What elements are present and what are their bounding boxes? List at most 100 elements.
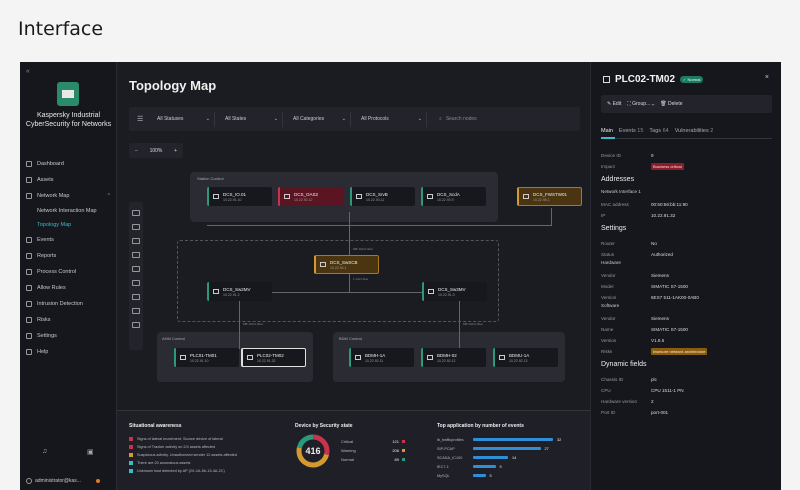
field-key: Status: [601, 252, 615, 257]
sidebar-item-assets[interactable]: Assets: [26, 172, 114, 188]
app-name: SIP-PCAP: [437, 446, 455, 451]
protocol-filter[interactable]: All Protocols ⌄: [357, 111, 427, 127]
category-filter[interactable]: All Categories ⌄: [289, 111, 351, 127]
field-value: SIMATIC S7-1500: [651, 327, 688, 332]
app-row[interactable]: SCADA_IC100 14: [437, 453, 577, 462]
fit-icon[interactable]: [132, 294, 140, 300]
situational-item[interactable]: Suspicious activity. Unauthorized sender…: [129, 451, 237, 459]
sidebar-item-events[interactable]: Events: [26, 232, 114, 248]
sidebar-nav: Dashboard Assets Network Map ^ Network In…: [26, 156, 114, 360]
situational-item[interactable]: Unknown host detected by AP (2X-1A-5b-13…: [129, 467, 237, 475]
grid-icon[interactable]: [132, 308, 140, 314]
status-filter[interactable]: All Statuses ⌄: [153, 111, 215, 127]
node-bdmu-1a[interactable]: BDMU-1A 10.22.92.13: [493, 348, 558, 367]
node-plc02-tm02[interactable]: PLC02-TM02 10.22.91.32: [241, 348, 306, 367]
node-ip: 10.22.91.32: [257, 358, 276, 363]
node-dcs-scda[interactable]: DCS_ScdA 10.22.93.9: [421, 187, 486, 206]
collapse-icon[interactable]: [132, 252, 140, 258]
risks-icon: [26, 317, 32, 323]
node-dcs-io01[interactable]: DCS_IO.01 10.22.91.10: [207, 187, 272, 206]
legend-value: 89: [394, 457, 399, 462]
process-control-icon: [26, 269, 32, 275]
legend-normal[interactable]: Normal 89: [341, 455, 405, 464]
user-menu[interactable]: administrator@kas...: [26, 478, 100, 484]
sidebar-item-intrusion-detection[interactable]: Intrusion Detection: [26, 296, 114, 312]
node-dcs-swscb[interactable]: DCS_SwSCB 10.22.94.1: [314, 255, 379, 274]
delete-label: Delete: [668, 101, 683, 107]
node-bdmh-02[interactable]: BDMH-02 10.22.92.12: [421, 348, 486, 367]
sidebar-item-settings[interactable]: Settings: [26, 328, 114, 344]
critical-icon: [129, 445, 133, 449]
critical-icon: [129, 437, 133, 441]
risk-tag[interactable]: Insecure network architecture: [651, 348, 708, 355]
situational-item[interactable]: Signs of Tracker activity on 2/4 assets …: [129, 443, 237, 451]
page-title: Interface: [18, 18, 104, 40]
filter-icon[interactable]: ☰: [137, 116, 144, 123]
sidebar-item-topology-map[interactable]: Topology Map: [26, 218, 114, 232]
node-dcs-sw2mv[interactable]: DCS_Sw2MV 10.22.91.2: [207, 282, 272, 301]
tab-vulnerabilities[interactable]: Vulnerabilities 2: [675, 128, 714, 134]
app-row[interactable]: ib_trafficprofiles 32: [437, 435, 577, 444]
node-dcs-srvb[interactable]: DCS_SrvB 10.22.93.11: [350, 187, 415, 206]
node-ip: 10.22.91.10: [223, 197, 242, 202]
app-row[interactable]: IEC7-1 9: [437, 462, 577, 471]
sidebar-item-risks[interactable]: Risks: [26, 312, 114, 328]
app-name: MySQL: [437, 473, 450, 478]
node-name: BDMH-1A: [365, 352, 386, 358]
bell-icon[interactable]: ♫: [42, 448, 48, 455]
node-dcs-sw3mv[interactable]: DCS_Sw3MV 10.22.91.3: [422, 282, 487, 301]
delete-button[interactable]: 🗑 Delete: [660, 101, 683, 107]
node-bdmh-1a[interactable]: BDMH-1A 10.22.92.11: [349, 348, 414, 367]
brand-name: Kaspersky Industrial CyberSecurity for N…: [25, 112, 112, 128]
zoom-in-button[interactable]: +: [174, 147, 178, 154]
group-icon[interactable]: [132, 322, 140, 328]
tab-main[interactable]: Main: [601, 128, 613, 134]
zoom-out-button[interactable]: −: [134, 147, 138, 154]
sidebar-item-allow-rules[interactable]: Allow Rules: [26, 280, 114, 296]
node-plc01-tm01[interactable]: PLC01-TM01 10.22.91.10: [174, 348, 239, 367]
sidebar-item-process-control[interactable]: Process Control: [26, 264, 114, 280]
security-total: 416: [305, 446, 321, 456]
sidebar-item-reports[interactable]: Reports: [26, 248, 114, 264]
sidebar-item-dashboard[interactable]: Dashboard: [26, 156, 114, 172]
monitor-icon[interactable]: ▣: [87, 449, 94, 456]
collapse-sidebar-icon[interactable]: «: [26, 68, 30, 75]
sidebar-item-network-map[interactable]: Network Map ^: [26, 188, 114, 204]
state-filter[interactable]: All States ⌄: [221, 111, 283, 127]
sidebar-item-network-interaction-map[interactable]: Network Interaction Map: [26, 204, 114, 218]
tab-tags[interactable]: Tags 64: [649, 128, 668, 134]
situational-item[interactable]: There are 20 anomalous assets: [129, 459, 237, 467]
close-icon[interactable]: ×: [764, 74, 769, 81]
situational-title: Situational awareness: [129, 423, 182, 429]
zone-label: Station Control: [197, 176, 224, 181]
node-dcs-fwstw01[interactable]: DCS_FWSTW01 10.22.98.1: [517, 187, 582, 206]
search-input[interactable]: ⌕ Search nodes: [433, 116, 477, 122]
node-name: DCS_Sw3MV: [438, 286, 466, 292]
field-ip: IP 10.22.91.32: [601, 210, 772, 221]
tab-events[interactable]: Events 15: [619, 128, 643, 134]
app-row[interactable]: MySQL 5: [437, 471, 577, 480]
field-hw-version: Version 6ES7 511-1AK00-0AB0: [601, 292, 772, 303]
situational-item[interactable]: Signs of lateral movement. Source device…: [129, 435, 237, 443]
edit-button[interactable]: ✎ Edit: [607, 101, 622, 107]
app-row[interactable]: SIP-PCAP 27: [437, 444, 577, 453]
layers-icon[interactable]: [132, 280, 140, 286]
legend-warning[interactable]: Warning 206: [341, 446, 405, 455]
layout-icon[interactable]: [132, 210, 140, 216]
sidebar-item-label: Intrusion Detection: [37, 301, 83, 307]
tab-label: Events: [618, 128, 636, 134]
route-icon[interactable]: [132, 224, 140, 230]
field-key: Vendor: [601, 273, 616, 278]
sidebar-item-help[interactable]: Help: [26, 344, 114, 360]
legend-critical[interactable]: Critical 121: [341, 437, 405, 446]
reports-icon: [26, 253, 32, 259]
chevron-down-icon: ⌄: [341, 116, 346, 122]
firewall-icon: [523, 194, 529, 199]
apps-title: Top application by number of events: [437, 423, 524, 429]
save-icon[interactable]: [132, 266, 140, 272]
legend-label: Warning: [341, 448, 356, 453]
node-dcs-oas2[interactable]: DCS_OAS2 10.22.92.12: [278, 187, 343, 206]
expand-icon[interactable]: [132, 238, 140, 244]
info-icon: [129, 461, 133, 465]
group-button[interactable]: ⛶ Group... ⌄: [627, 101, 655, 107]
